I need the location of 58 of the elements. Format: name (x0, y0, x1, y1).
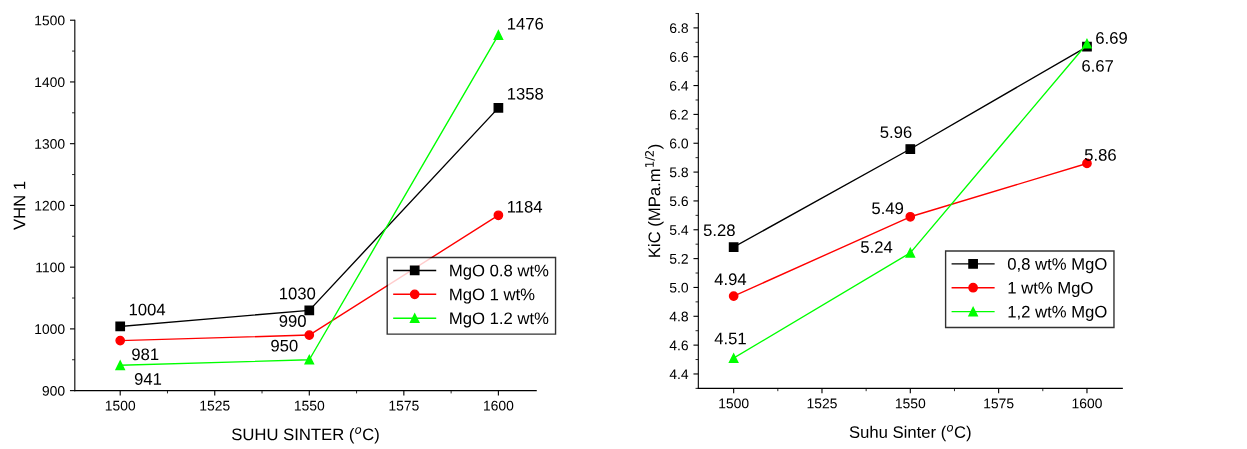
y-tick-label: 1100 (36, 262, 65, 273)
y-axis-title: KiC (MPa.m$^{1/2}$) (645, 144, 664, 257)
y-tick-label: 6.0 (670, 138, 689, 149)
x-tick-label: 1525 (807, 398, 837, 409)
x-tick-label: 1500 (719, 398, 749, 409)
x-tick-label: 1550 (294, 400, 325, 411)
y-tick-label: 6.4 (670, 80, 689, 91)
data-label: 1030 (280, 287, 316, 300)
x-tick-label: 1575 (984, 398, 1014, 409)
legend-label: MgO 1 wt% (450, 288, 535, 304)
y-tick-label: 4.8 (669, 311, 688, 322)
data-label: 1004 (129, 303, 166, 316)
y-tick-label: 5.2 (669, 253, 688, 264)
legend-label: MgO 0.8 wt% (450, 264, 549, 280)
legend-label: 1 wt% MgO (1008, 281, 1093, 298)
y-tick-label: 1500 (35, 15, 65, 26)
x-tick-label: 1550 (895, 398, 926, 409)
y-axis-title: VHN 1 (13, 181, 26, 230)
y-tick-label: 1300 (35, 139, 65, 149)
x-tick-label: 1500 (105, 400, 136, 411)
data-label: 1184 (508, 200, 543, 213)
y-tick-label: 6.2 (670, 109, 688, 120)
data-label: 941 (134, 373, 162, 385)
y-tick-label: 6.6 (670, 52, 688, 62)
legend-label: MgO 1.2 wt% (450, 312, 549, 328)
y-tick-label: 5.8 (669, 167, 688, 178)
data-label: 5.28 (703, 224, 735, 237)
y-tick-label: 1400 (35, 77, 65, 88)
data-label: 6.67 (1082, 60, 1114, 72)
data-label: 950 (271, 339, 298, 352)
data-label: 5.49 (872, 202, 904, 215)
y-tick-label: 900 (42, 385, 65, 396)
x-axis-title: SUHU SINTER ($^{o}$C) (232, 427, 379, 444)
data-label: 5.96 (880, 126, 912, 139)
data-label: 4.51 (714, 332, 746, 345)
y-tick-label: 5.4 (669, 225, 689, 235)
data-label: 5.24 (860, 241, 893, 253)
y-tick-label: 6.8 (670, 23, 688, 34)
y-tick-label: 5.6 (669, 196, 688, 207)
x-tick-label: 1600 (1072, 398, 1102, 409)
x-tick-label: 1575 (389, 400, 419, 411)
legend-label: 0,8 wt% MgO (1007, 258, 1107, 274)
y-tick-label: 1200 (35, 200, 65, 211)
y-tick-label: 4.4 (669, 369, 689, 379)
y-tick-label: 5.0 (669, 282, 689, 293)
x-axis-title: Suhu Sinter ($^{o}$C) (849, 424, 971, 442)
y-tick-label: 4.6 (669, 340, 688, 351)
data-label: 6.69 (1096, 32, 1127, 44)
data-label: 4.94 (714, 273, 747, 286)
x-tick-label: 1600 (484, 400, 514, 411)
data-label: 1476 (508, 17, 544, 30)
legend-label: 1,2 wt% MgO (1008, 305, 1107, 321)
x-tick-label: 1525 (200, 400, 230, 411)
data-label: 1358 (508, 87, 544, 100)
data-label: 981 (132, 348, 159, 361)
y-tick-label: 1000 (35, 324, 65, 335)
data-label: 5.86 (1084, 149, 1116, 161)
data-label: 990 (279, 315, 306, 327)
